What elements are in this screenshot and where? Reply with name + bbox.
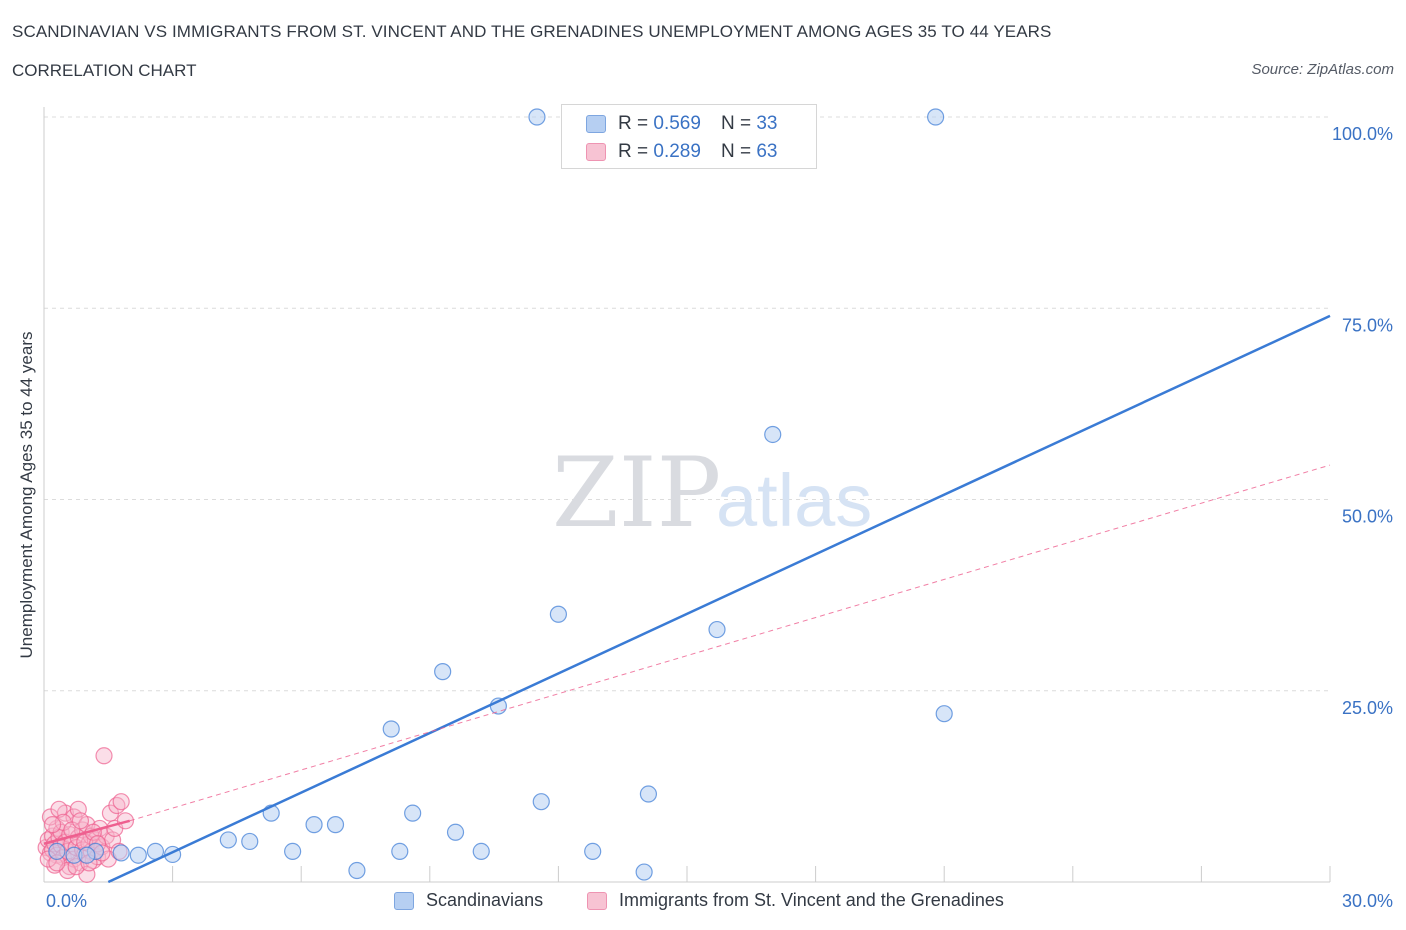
x-tick-label-max: 30.0% (1342, 891, 1393, 911)
scandinavians-point (935, 705, 953, 723)
scandinavians-point (241, 832, 259, 851)
y-tick-label: 50.0% (1342, 507, 1393, 527)
scandinavians-point (391, 842, 409, 861)
immigrants-point (112, 793, 130, 811)
scandinavians-point (708, 620, 726, 639)
source-credit: Source: ZipAtlas.com (1251, 61, 1394, 78)
immigrants-point (71, 812, 90, 830)
gridlines (44, 116, 1330, 692)
scandinavians-point (129, 846, 147, 864)
scandinavians-point (382, 720, 400, 738)
scandinavians-point (326, 816, 345, 834)
scandinavians-point (532, 793, 550, 811)
series-legend-scandinavians: Scandinavians (394, 890, 543, 911)
legend-swatch-pink (586, 143, 606, 161)
legend-r-label: R = (618, 141, 649, 162)
y-tick-label: 25.0% (1342, 698, 1393, 718)
series-name: Immigrants from St. Vincent and the Gren… (619, 890, 1004, 910)
legend-n-label: N = (720, 113, 752, 134)
y-axis-label: Unemployment Among Ages 35 to 44 years (17, 331, 36, 659)
scandinavians-point (584, 842, 602, 861)
scandinavians-point (549, 605, 568, 623)
scandinavians-point (348, 861, 366, 880)
legend-n-value: 63 (756, 141, 778, 162)
y-tick-label: 75.0% (1342, 315, 1393, 335)
scandinavians-point (305, 816, 323, 834)
legend-r-value: 0.289 (653, 141, 701, 162)
immigrants-point (50, 800, 68, 818)
scandinavians-point (112, 844, 130, 862)
scandinavians-point (927, 108, 945, 126)
watermark-atlas: atlas (716, 459, 872, 542)
scandinavians-trendline (107, 314, 1331, 884)
scandinavians-point (472, 842, 490, 861)
scandinavians-point (434, 663, 452, 681)
scandinavians-point (404, 804, 422, 822)
scandinavians-point (48, 842, 66, 861)
legend-n-label: N = (720, 141, 752, 162)
x-tick-label-min: 0.0% (46, 891, 87, 911)
series-name: Scandinavians (426, 890, 544, 910)
legend-row-scandinavians: R = 0.569 N = 33 (586, 112, 777, 136)
legend-r-value: 0.569 (653, 113, 701, 134)
scandinavians-point (446, 823, 465, 841)
y-tick-label: 100.0% (1332, 124, 1393, 144)
scandinavians-point (635, 863, 653, 881)
axes (43, 107, 1331, 883)
immigrants-point (95, 747, 113, 765)
scandinavians-point (639, 785, 658, 803)
chart-subtitle: CORRELATION CHART (12, 61, 197, 80)
legend-n-value: 33 (756, 113, 778, 134)
series-swatch-blue (394, 891, 414, 910)
immigrants-point (43, 816, 62, 834)
watermark: ZIP atlas (552, 437, 872, 549)
scandinavians-point (764, 425, 782, 444)
scandinavians-point (528, 108, 546, 126)
scandinavians-point (284, 842, 302, 861)
chart-title: SCANDINAVIAN VS IMMIGRANTS FROM ST. VINC… (12, 22, 1052, 41)
scandinavians-point (219, 831, 237, 849)
tick-labels: 25.0% 50.0% 75.0% 100.0% 0.0% 30.0% (46, 124, 1393, 911)
series-swatch-pink (587, 891, 607, 910)
series-legend: Scandinavians Immigrants from St. Vincen… (0, 890, 1406, 914)
correlation-legend: R = 0.569 N = 33 R = 0.289 N = 63 (561, 104, 817, 169)
trendlines (43, 314, 1331, 884)
series-legend-immigrants: Immigrants from St. Vincent and the Gren… (587, 890, 1004, 911)
immigrants-trendline (43, 819, 131, 845)
scandinavians-points (48, 108, 953, 881)
scandinavians-point (78, 846, 96, 864)
immigrants-trendline-extension (129, 464, 1331, 822)
legend-r-label: R = (618, 113, 649, 134)
legend-swatch-blue (586, 115, 606, 133)
legend-row-immigrants: R = 0.289 N = 63 (586, 140, 777, 164)
watermark-zip: ZIP (552, 437, 721, 549)
